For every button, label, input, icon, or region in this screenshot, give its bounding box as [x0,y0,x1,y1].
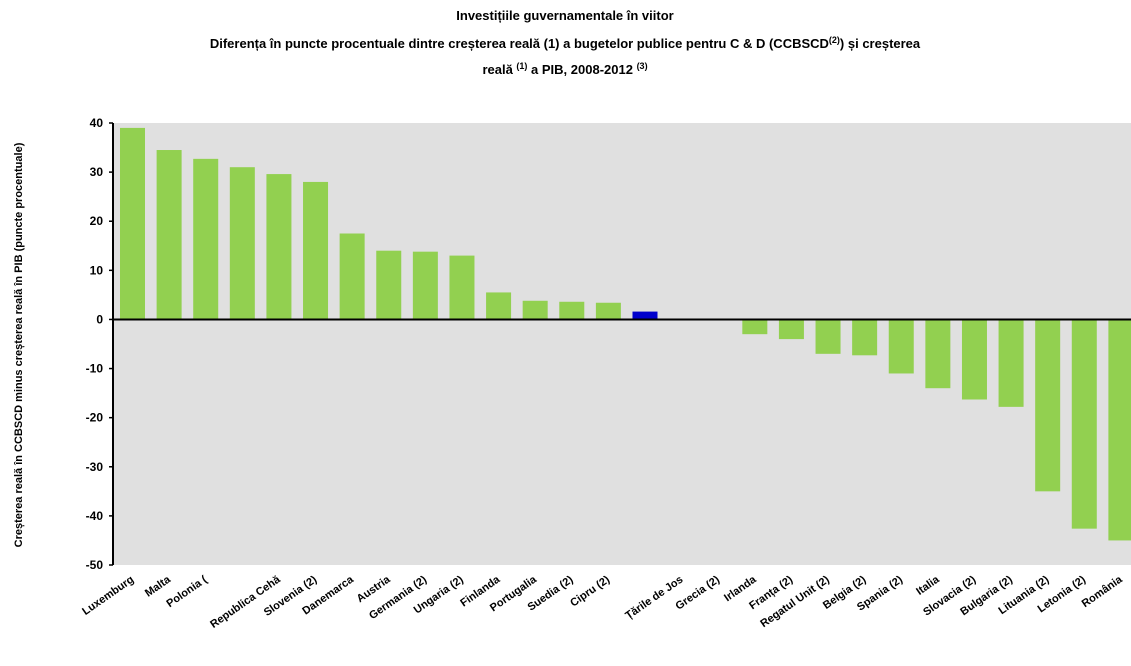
x-tick-label: Cipru (2) [568,573,612,609]
y-tick-label: -30 [86,460,104,474]
bar [303,181,329,320]
bar [376,250,402,320]
subtitle-part: reală [482,62,516,77]
x-tick-label: Luxemburg [80,574,136,618]
bar [266,174,292,320]
bar [486,292,512,320]
bar [120,127,145,320]
x-tick-label: Malta [143,573,174,599]
bar [998,319,1024,407]
y-tick-label: 0 [96,312,103,326]
y-tick-label: 30 [90,165,104,179]
bar [961,319,987,400]
y-tick-label: 10 [90,263,104,277]
bar [1035,319,1061,492]
y-tick-label: -40 [86,509,104,523]
bar [852,319,878,356]
subtitle-part: ) și creșterea [840,36,921,51]
x-tick-label: România [1080,573,1126,610]
bar [522,300,548,320]
bar [229,167,255,320]
y-axis-label: Creșterea reală în CCBSCD minus creștere… [13,142,25,547]
y-tick-label: -50 [86,558,104,572]
bar [632,311,658,320]
bar [1108,319,1131,541]
bar [1071,319,1097,529]
chart-title: Investițiile guvernamentale în viitor [456,8,673,23]
x-tick-label: Italia [914,573,942,598]
subtitle-part: a PIB, 2008-2012 [527,62,636,77]
subtitle-part: (2) [829,35,840,45]
bar [742,319,768,335]
y-tick-label: -20 [86,411,104,425]
chart-subtitle: Diferența în puncte procentuale dintre c… [210,35,921,51]
x-tick-label: Țările de Jos [623,574,685,622]
subtitle-part: (1) [516,61,527,71]
y-tick-label: 40 [90,116,104,130]
bar [888,319,914,374]
bar [559,301,585,320]
bar [339,233,365,320]
chart-subtitle: reală (1) a PIB, 2008-2012 (3) [482,61,647,77]
bar [778,319,804,340]
subtitle-part: Diferența în puncte procentuale dintre c… [210,36,829,51]
y-tick-label: -10 [86,362,104,376]
bar [449,255,475,320]
x-tick-label: Polonia ( [164,573,209,610]
y-tick-label: 20 [90,214,104,228]
bar [815,319,841,354]
bar [156,150,182,320]
bar [595,302,621,320]
bar [193,158,219,320]
subtitle-part: (3) [637,61,648,71]
bar [412,251,438,320]
bar [925,319,951,389]
